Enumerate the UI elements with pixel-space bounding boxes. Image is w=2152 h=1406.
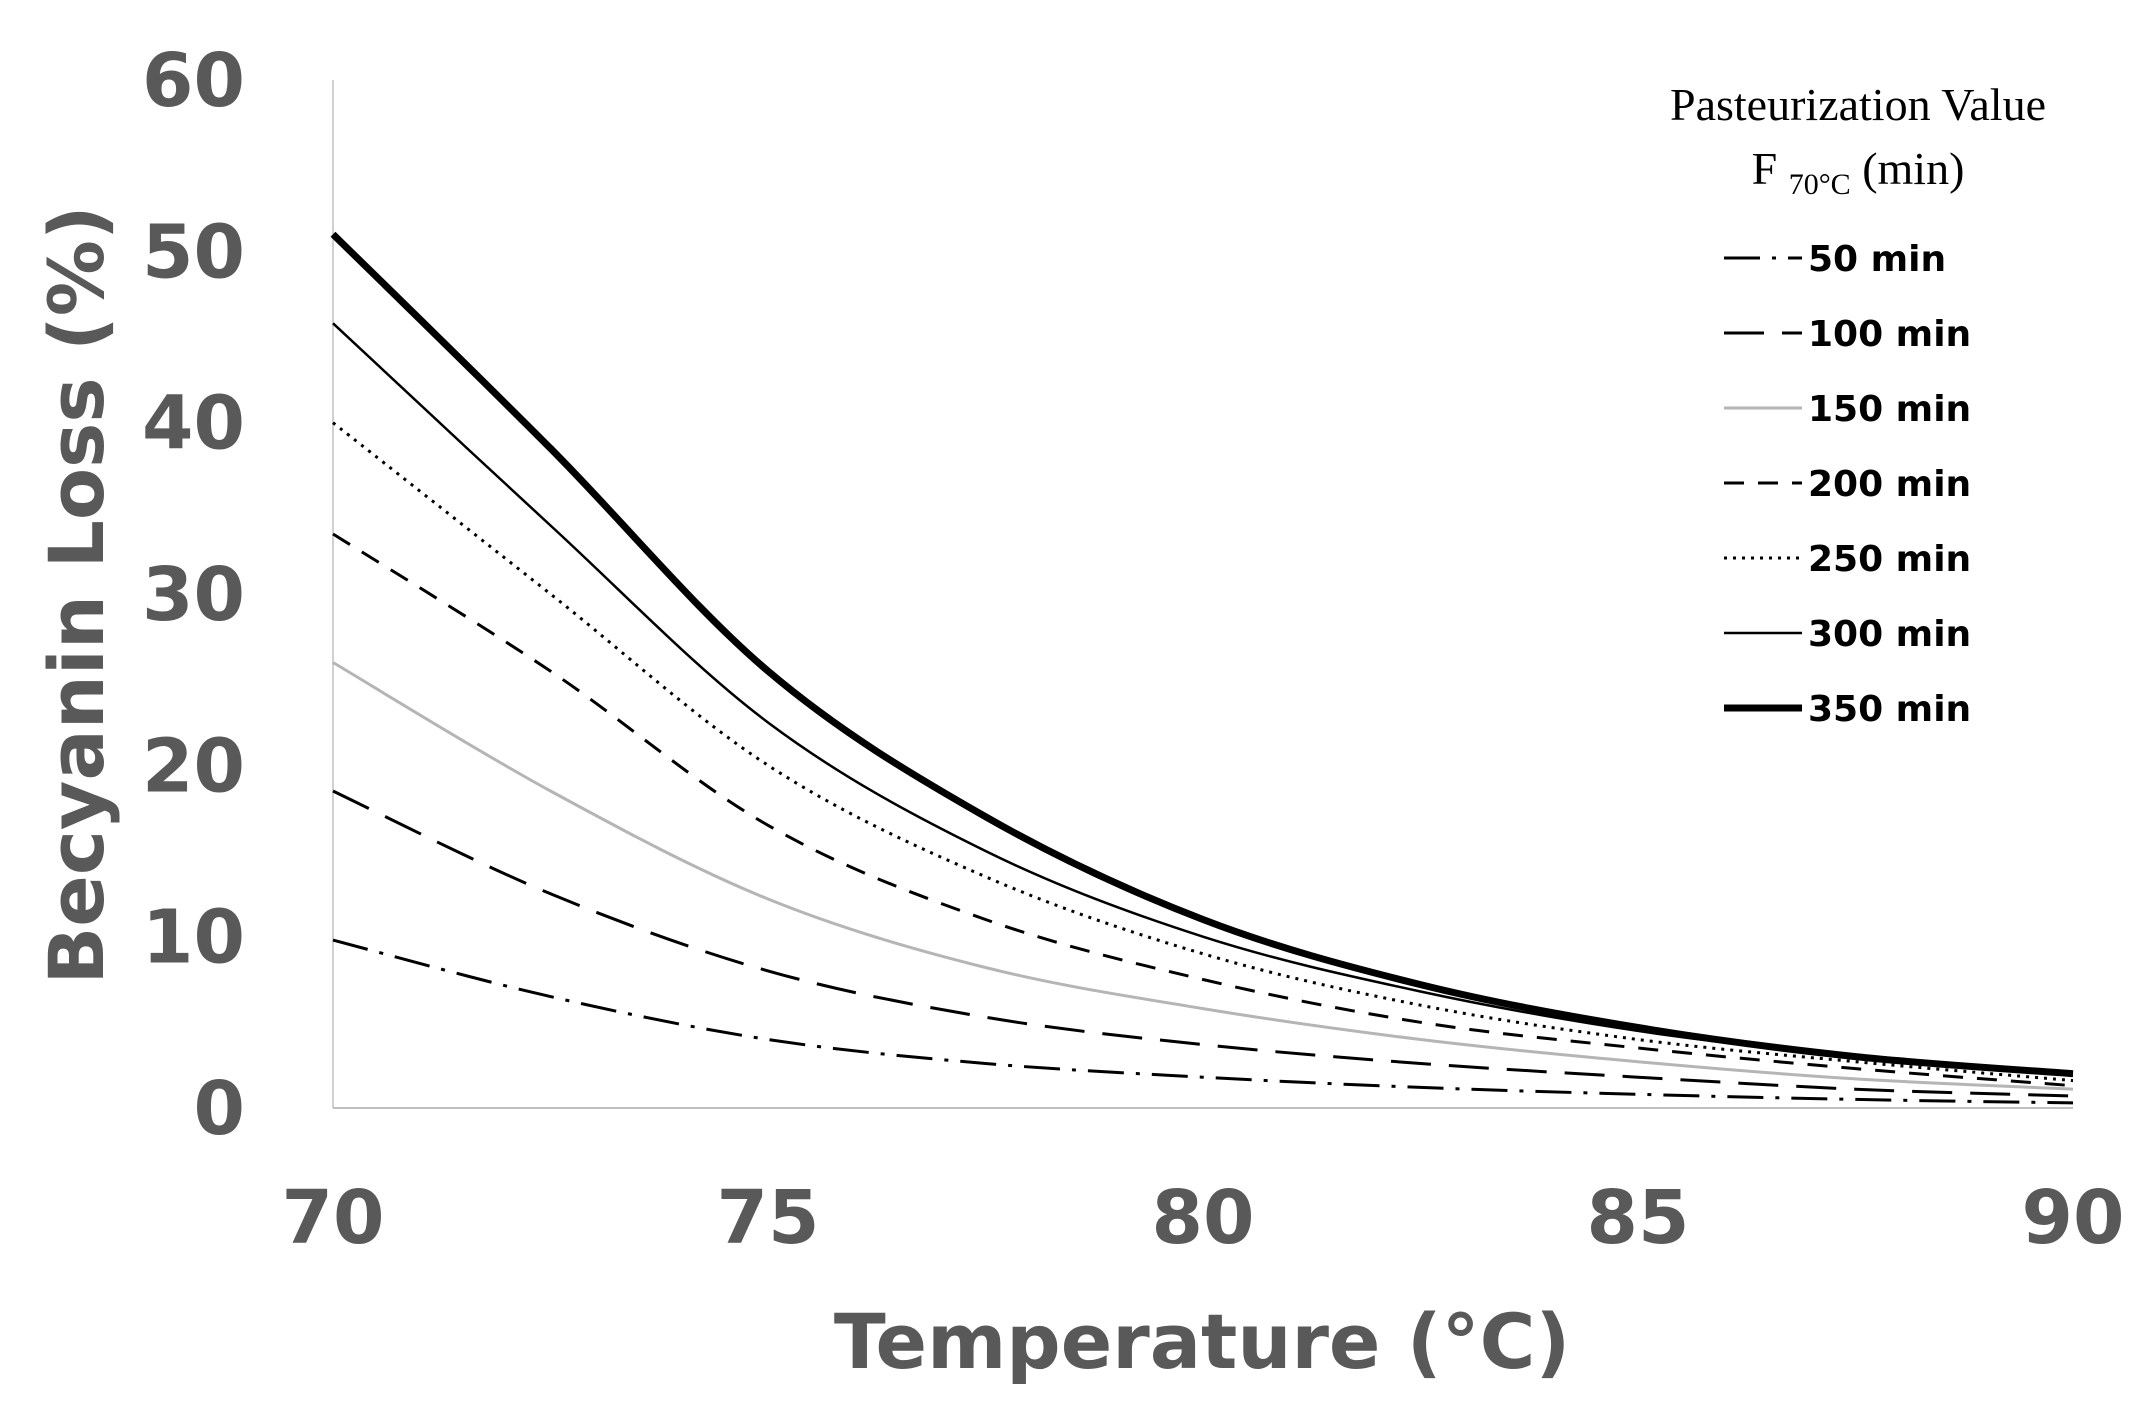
y-tick-label: 10 [142,895,245,981]
legend-item-300-min: 300 min [1724,614,1971,655]
legend-title-line2: F 70°C (min) [1752,143,1965,204]
series-line-350-min [330,231,2074,1078]
series-line-50-min [332,938,2074,1105]
x-tick-label: 90 [2022,1175,2125,1261]
legend-item-150-min: 150 min [1724,389,1971,430]
series-line-250-min [332,421,2074,1083]
legend-label: 100 min [1808,314,1971,355]
legend-title-subscript: 70°C [1789,168,1851,201]
series-lines [330,231,2074,1105]
y-tick-label: 60 [142,38,245,124]
legend-label: 300 min [1808,614,1971,655]
y-tick-label: 20 [142,723,245,809]
x-tick-label: 75 [717,1175,820,1261]
legend-title-line1: Pasteurization Value [1670,79,2046,130]
y-axis-title: Becyanin Loss (%) [32,205,121,984]
x-tick-labels: 70 75 80 85 90 [282,1175,2125,1261]
legend-label: 200 min [1808,464,1971,505]
y-tick-label: 30 [142,552,245,638]
legend-item-100-min: 100 min [1724,314,1971,355]
y-tick-label: 40 [142,381,245,467]
y-tick-label: 50 [142,209,245,295]
legend-item-250-min: 250 min [1724,539,1971,580]
legend-item-50-min: 50 min [1724,239,1946,280]
legend-label: 50 min [1808,239,1946,280]
legend-title-unit: (min) [1862,143,1964,194]
series-line-100-min [332,789,2074,1098]
x-tick-label: 85 [1587,1175,1690,1261]
series-line-150-min [332,661,2074,1091]
x-axis-title: Temperature (°C) [834,1297,1570,1386]
legend-items: 50 min 100 min 150 min 200 min 250 min 300 mi… [1724,239,1971,730]
legend-item-200-min: 200 min [1724,464,1971,505]
legend: Pasteurization Value F 70°C (min) 50 min… [1670,79,2046,730]
legend-label: 250 min [1808,539,1971,580]
x-tick-label: 70 [282,1175,385,1261]
y-tick-labels: 0 10 20 30 40 50 60 [142,38,245,1152]
legend-item-350-min: 350 min [1724,689,1971,730]
legend-label: 350 min [1808,689,1971,730]
legend-label: 150 min [1808,389,1971,430]
x-tick-label: 80 [1152,1175,1255,1261]
legend-title-f: F [1752,143,1778,194]
series-line-200-min [332,532,2074,1088]
y-tick-label: 0 [194,1066,246,1152]
